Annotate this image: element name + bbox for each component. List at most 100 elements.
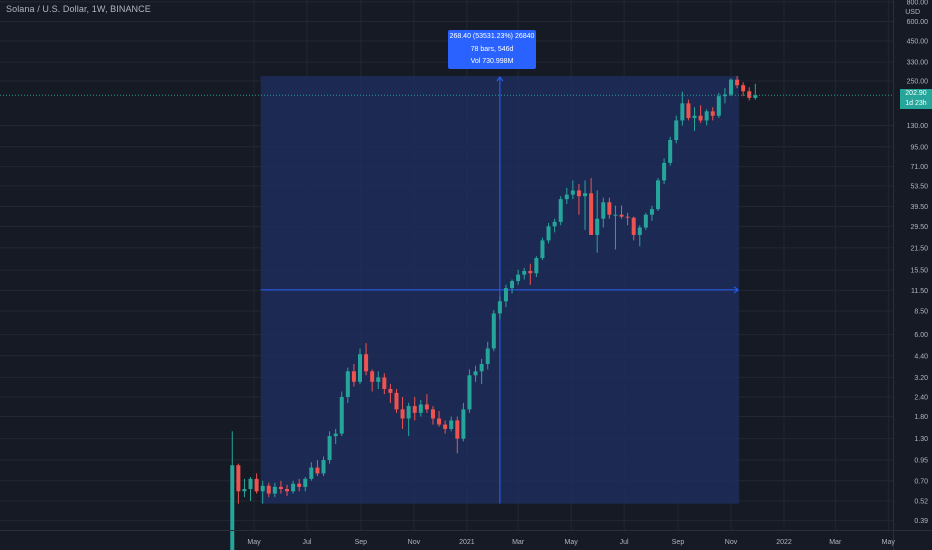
y-tick-label: 21.50 xyxy=(910,245,928,252)
y-tick-label: 330.00 xyxy=(907,60,929,67)
y-tick-label: 0.52 xyxy=(914,499,928,506)
candle-body xyxy=(656,180,661,210)
candle-body xyxy=(716,96,721,116)
candle-body xyxy=(503,288,508,302)
candle-body xyxy=(595,218,600,235)
y-tick-label: 0.95 xyxy=(914,458,928,465)
candle-body xyxy=(692,115,697,119)
candle-body xyxy=(285,489,290,492)
candle-body xyxy=(522,270,527,275)
candle-body xyxy=(382,377,387,389)
x-tick-label: 2021 xyxy=(459,539,475,546)
last-price-badge: 202.90 1d 23h xyxy=(900,89,932,109)
candle-body xyxy=(558,199,563,222)
x-tick-label: Jul xyxy=(303,539,312,546)
candle-body xyxy=(358,354,362,382)
candle-body xyxy=(686,103,691,119)
candle-body xyxy=(260,485,265,492)
candle-body xyxy=(735,79,740,86)
candle-body xyxy=(272,486,277,494)
candle-body xyxy=(491,313,496,349)
candle-body xyxy=(710,111,715,116)
candle-body xyxy=(564,194,569,200)
candle-body xyxy=(485,348,490,364)
y-tick-label: 130.00 xyxy=(907,123,929,130)
y-tick-label: 800.00 xyxy=(907,0,929,6)
y-tick-label: 6.00 xyxy=(914,332,928,339)
candle-body xyxy=(540,240,545,259)
candle-body xyxy=(607,202,612,215)
y-tick-label: 4.40 xyxy=(914,353,928,360)
y-tick-label: 53.50 xyxy=(910,183,928,190)
candle-body xyxy=(303,478,308,487)
candle-body xyxy=(364,354,369,372)
candle-body xyxy=(510,281,515,289)
x-tick-label: Sep xyxy=(672,539,685,546)
y-unit-label: USD xyxy=(905,9,920,16)
candle-body xyxy=(753,95,758,98)
candle-body xyxy=(698,115,703,121)
candle-body xyxy=(400,409,405,419)
candle-body xyxy=(443,424,448,429)
candle-body xyxy=(248,478,253,490)
candle-body xyxy=(601,202,606,219)
y-tick-label: 95.00 xyxy=(910,144,928,151)
y-tick-label: 250.00 xyxy=(907,79,929,86)
candle-body xyxy=(668,140,673,163)
y-tick-label: 39.50 xyxy=(910,204,928,211)
candle-body xyxy=(236,465,241,492)
candle-body xyxy=(722,94,727,97)
candle-body xyxy=(741,85,746,92)
candle-body xyxy=(479,363,484,372)
y-tick-label: 11.50 xyxy=(911,288,928,295)
x-tick-label: May xyxy=(565,539,579,546)
measure-tooltip-change: 268.40 (53531.23%) 26840 xyxy=(449,33,535,40)
candle-body xyxy=(662,162,667,181)
candle-body xyxy=(552,221,557,227)
candle-body xyxy=(291,483,296,492)
candle-body xyxy=(631,217,636,235)
candle-body xyxy=(497,301,502,314)
candle-body xyxy=(619,214,624,217)
candle-body xyxy=(613,214,618,216)
candle-body xyxy=(351,371,356,382)
candle-body xyxy=(680,103,685,121)
candle-body xyxy=(637,227,642,235)
y-tick-label: 2.40 xyxy=(914,394,928,401)
candle-body xyxy=(278,486,283,490)
candle-body xyxy=(394,392,399,410)
candles xyxy=(230,76,758,550)
candle-body xyxy=(424,404,429,410)
candle-body xyxy=(309,467,314,479)
candle-body xyxy=(254,478,259,492)
y-tick-label: 8.50 xyxy=(914,308,928,315)
y-tick-label: 0.70 xyxy=(914,478,928,485)
y-tick-label: 600.00 xyxy=(907,19,929,26)
measure-tool[interactable] xyxy=(260,76,740,504)
candle-body xyxy=(467,375,472,410)
candle-body xyxy=(528,270,533,274)
measure-arrow-head-up xyxy=(496,76,504,82)
candle-body xyxy=(388,388,393,393)
y-tick-label: 15.50 xyxy=(910,268,928,275)
candle-body xyxy=(576,190,581,197)
bar-countdown: 1d 23h xyxy=(905,100,927,107)
measure-tooltip-bars: 78 bars, 546d xyxy=(470,45,514,53)
candle-body xyxy=(704,111,709,121)
x-tick-label: May xyxy=(247,539,261,546)
price-axis[interactable]: 800.00 600.00 450.00 330.00 250.00 130.00 95.0… xyxy=(893,0,929,550)
candle-body xyxy=(430,409,435,419)
candle-body xyxy=(339,396,344,434)
y-tick-label: 1.80 xyxy=(914,414,928,421)
measure-tooltip: 268.40 (53531.23%) 26840 78 bars, 546d V… xyxy=(448,30,536,69)
candle-body xyxy=(729,79,733,95)
candle-body xyxy=(461,409,466,439)
measure-arrow-head-right xyxy=(733,286,739,294)
x-tick-label: Nov xyxy=(408,539,421,546)
x-tick-label: Sep xyxy=(355,539,368,546)
candle-body xyxy=(589,193,594,235)
time-axis[interactable]: May Jul Sep Nov 2021 Mar May Jul Sep Nov 2022 Mar Ma… xyxy=(0,530,932,547)
candle-body xyxy=(643,214,648,228)
candle-body xyxy=(418,404,423,413)
